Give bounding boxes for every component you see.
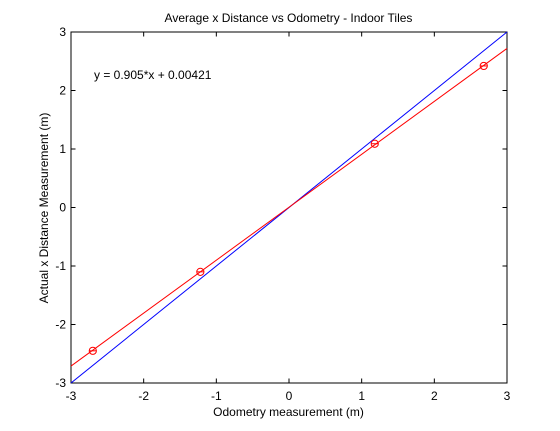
- series-layer: [70, 31, 508, 384]
- x-tick-label: 2: [431, 389, 438, 403]
- fit-equation-annotation: y = 0.905*x + 0.00421: [94, 68, 212, 82]
- x-tick-label: 3: [504, 389, 511, 403]
- y-tick-label: -3: [55, 376, 66, 390]
- data-point: [88, 346, 97, 355]
- y-tick-label: 0: [59, 201, 66, 215]
- x-tick-label: -2: [138, 389, 149, 403]
- y-tick-label: -2: [55, 318, 66, 332]
- data-point: [479, 61, 488, 71]
- fit-line: [70, 48, 508, 367]
- x-axis-ticks: -3 -2 -1 0 1 2 3: [66, 32, 511, 403]
- plot-area: -3 -2 -1 0 1 2 3 -3 -2 -1 0 1 2 3: [55, 25, 510, 403]
- y-tick-label: 2: [59, 84, 66, 98]
- x-tick-label: -3: [66, 389, 77, 403]
- y-axis-label: Actual x Distance Measurement (m): [37, 113, 51, 304]
- chart-title: Average x Distance vs Odometry - Indoor …: [165, 11, 413, 25]
- x-tick-label: 0: [286, 389, 293, 403]
- data-point: [370, 139, 379, 148]
- data-point: [196, 267, 205, 276]
- y-tick-label: 3: [59, 25, 66, 39]
- y-tick-label: 1: [59, 142, 66, 156]
- x-axis-label: Odometry measurement (m): [213, 405, 364, 419]
- x-tick-label: 1: [358, 389, 365, 403]
- x-tick-label: -1: [211, 389, 222, 403]
- y-tick-label: -1: [55, 259, 66, 273]
